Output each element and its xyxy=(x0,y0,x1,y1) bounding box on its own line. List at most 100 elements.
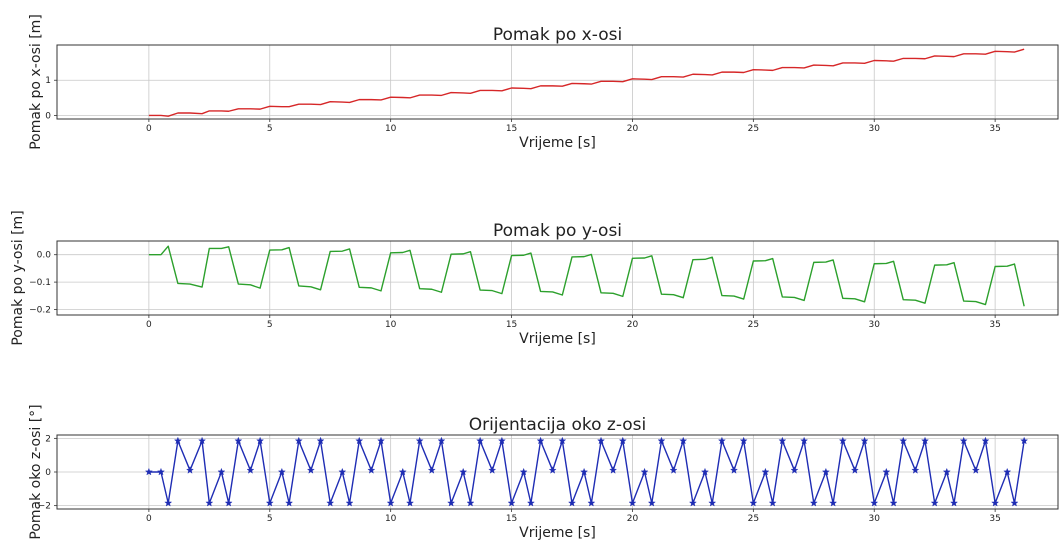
data-point xyxy=(277,467,286,476)
data-point xyxy=(437,436,446,445)
data-point xyxy=(234,436,243,445)
x-tick-label: 5 xyxy=(267,124,273,134)
data-point xyxy=(860,436,869,445)
data-point xyxy=(640,467,649,476)
data-point xyxy=(536,436,545,445)
x-tick-label: 20 xyxy=(627,514,639,524)
data-point xyxy=(568,498,576,507)
data-point xyxy=(488,466,497,474)
y-tick-label: 1 xyxy=(45,76,51,86)
x-tick-label: 30 xyxy=(869,514,881,524)
y-tick-label: 0 xyxy=(45,468,51,478)
data-point xyxy=(144,467,153,476)
data-point xyxy=(164,498,173,507)
y-axis-label: Pomak oko z-osi [°] xyxy=(28,404,44,539)
chart-title: Pomak po x-osi xyxy=(493,25,622,45)
data-point xyxy=(1003,467,1012,476)
x-tick-label: 25 xyxy=(748,320,759,330)
x-tick-label: 15 xyxy=(506,124,517,134)
data-point xyxy=(778,436,787,445)
x-tick-label: 30 xyxy=(869,124,881,134)
data-point xyxy=(647,498,656,507)
data-point xyxy=(338,467,347,476)
data-point xyxy=(688,498,697,507)
data-point xyxy=(294,436,303,445)
data-point xyxy=(459,467,468,476)
data-point xyxy=(224,498,233,507)
data-point xyxy=(628,498,637,507)
data-point xyxy=(911,466,920,474)
x-tick-label: 10 xyxy=(385,514,397,524)
data-point xyxy=(205,498,214,507)
data-point xyxy=(1020,436,1029,445)
data-point xyxy=(768,498,777,507)
y-tick-label: 2 xyxy=(45,434,51,444)
data-point xyxy=(942,467,951,476)
series-line xyxy=(148,440,1025,504)
data-point xyxy=(717,436,726,445)
x-tick-label: 5 xyxy=(267,514,273,524)
data-point xyxy=(657,436,666,445)
data-point xyxy=(1010,498,1019,507)
data-point xyxy=(730,466,738,474)
data-point xyxy=(749,498,758,507)
data-point xyxy=(618,436,627,445)
x-tick-label: 10 xyxy=(385,124,397,134)
x-axis-label: Vrijeme [s] xyxy=(519,331,596,347)
data-point xyxy=(519,467,528,476)
data-point xyxy=(809,498,818,507)
x-tick-label: 30 xyxy=(869,320,881,330)
data-point xyxy=(186,466,194,474)
axes-frame xyxy=(56,240,1059,316)
data-point xyxy=(285,498,294,507)
data-point xyxy=(406,498,414,507)
x-axis-label: Vrijeme [s] xyxy=(519,525,596,540)
data-point xyxy=(899,436,908,445)
data-point xyxy=(306,466,315,474)
data-layer xyxy=(144,436,1029,507)
data-point xyxy=(821,467,830,476)
data-point xyxy=(345,498,354,507)
data-layer xyxy=(148,48,1025,117)
data-point xyxy=(526,498,535,507)
y-tick-label: 0.0 xyxy=(37,251,52,261)
series-line xyxy=(148,48,1025,117)
x-tick-label: 15 xyxy=(506,514,517,524)
data-point xyxy=(398,467,407,476)
data-point xyxy=(701,467,709,476)
chart-x-displacement: 0 5 10 15 20 25 30 35 0 1 Pomak po x-osi Vrijeme [s… xyxy=(28,14,1059,151)
x-tick-label: 35 xyxy=(989,320,1000,330)
x-tick-label: 20 xyxy=(627,124,639,134)
y-tick-label: −2 xyxy=(38,502,51,512)
data-point xyxy=(355,436,364,445)
data-point xyxy=(609,466,618,474)
chart-title: Pomak po y-osi xyxy=(493,221,622,241)
data-point xyxy=(739,436,748,445)
data-point xyxy=(497,436,506,445)
x-tick-label: 25 xyxy=(748,514,759,524)
x-tick-label: 35 xyxy=(989,124,1000,134)
x-tick-label: 0 xyxy=(146,320,152,330)
data-point xyxy=(761,467,770,476)
data-point xyxy=(386,498,395,507)
y-tick-label: −0.2 xyxy=(29,306,51,316)
data-point xyxy=(679,436,688,445)
data-point xyxy=(507,498,516,507)
data-point xyxy=(198,436,207,445)
data-point xyxy=(367,466,376,474)
data-point xyxy=(548,466,557,474)
data-point xyxy=(427,466,436,474)
data-point xyxy=(838,436,847,445)
x-tick-label: 10 xyxy=(385,320,397,330)
data-point xyxy=(377,436,385,445)
data-point xyxy=(156,467,165,476)
data-point xyxy=(829,498,838,507)
x-tick-label: 15 xyxy=(506,320,517,330)
y-axis-label: Pomak po x-osi [m] xyxy=(28,14,44,150)
data-point xyxy=(930,498,939,507)
chart-title: Orijentacija oko z-osi xyxy=(469,415,647,435)
data-point xyxy=(669,466,678,474)
data-point xyxy=(882,467,891,476)
